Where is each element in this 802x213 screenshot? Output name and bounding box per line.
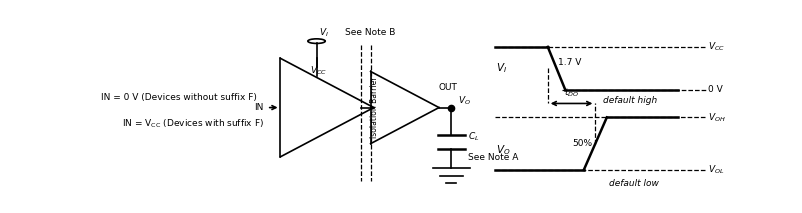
Text: Isolation Barrier: Isolation Barrier [371,77,379,138]
Text: IN: IN [254,103,264,112]
Text: $t_{DO}$: $t_{DO}$ [564,86,579,99]
Text: default high: default high [603,96,657,105]
Text: default low: default low [610,178,659,187]
Text: $V_{OL}$: $V_{OL}$ [708,164,724,176]
Text: IN = 0 V (Devices without suffix F): IN = 0 V (Devices without suffix F) [101,93,257,102]
Text: See Note A: See Note A [468,153,519,162]
Text: 1.7 V: 1.7 V [558,58,581,66]
Text: 50%: 50% [572,139,592,148]
Text: See Note B: See Note B [345,29,395,37]
Text: 0 V: 0 V [708,85,723,94]
Text: $C_L$: $C_L$ [468,131,480,143]
Text: $V_O$: $V_O$ [496,143,510,157]
Text: $V_O$: $V_O$ [458,95,471,107]
Text: $V_{CC}$: $V_{CC}$ [708,41,725,53]
Text: $V_I$: $V_I$ [496,61,507,75]
Text: OUT: OUT [439,83,458,92]
Text: IN = V$_{\sf CC}$ (Devices with suffix F): IN = V$_{\sf CC}$ (Devices with suffix F… [122,118,264,130]
Text: $V_{OH}$: $V_{OH}$ [708,111,726,124]
Text: $V_{CC}$: $V_{CC}$ [310,64,326,77]
Text: $V_I$: $V_I$ [319,27,329,39]
